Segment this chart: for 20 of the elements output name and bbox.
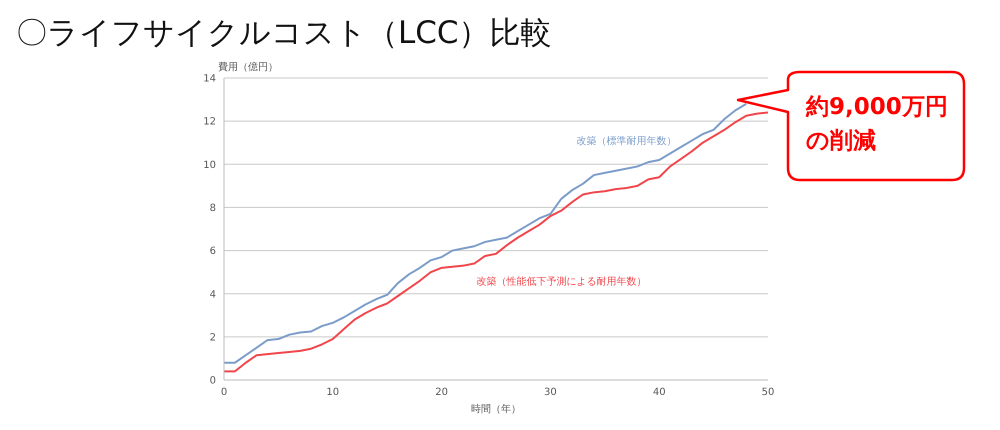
y-axis-title: 費用（億円） [218,60,278,74]
y-tick-label: 14 [203,74,216,85]
y-tick-label: 8 [210,202,216,214]
x-tick-label: 20 [435,387,448,398]
y-tick-label: 12 [203,116,216,128]
y-tick-label: 4 [210,289,216,300]
y-tick-label: 2 [210,332,216,344]
x-tick-label: 50 [762,387,774,398]
y-tick-label: 0 [210,376,216,387]
chart-title: 〇ライフサイクルコスト（LCC）比較 [16,14,552,53]
x-tick-label: 0 [220,387,228,398]
series-label: 改築（性能低下予測による耐用年数） [476,275,646,288]
x-tick-label: 40 [652,387,666,398]
x-tick-label: 30 [544,387,557,398]
y-tick-label: 10 [203,160,216,171]
y-tick-label: 6 [210,246,216,258]
x-tick-label: 10 [326,387,340,398]
text: 約9,000万円の削減 [806,93,949,156]
x-axis-title: 時間（年） [471,403,521,415]
series-label: 改築（標準耐用年数） [576,135,677,148]
